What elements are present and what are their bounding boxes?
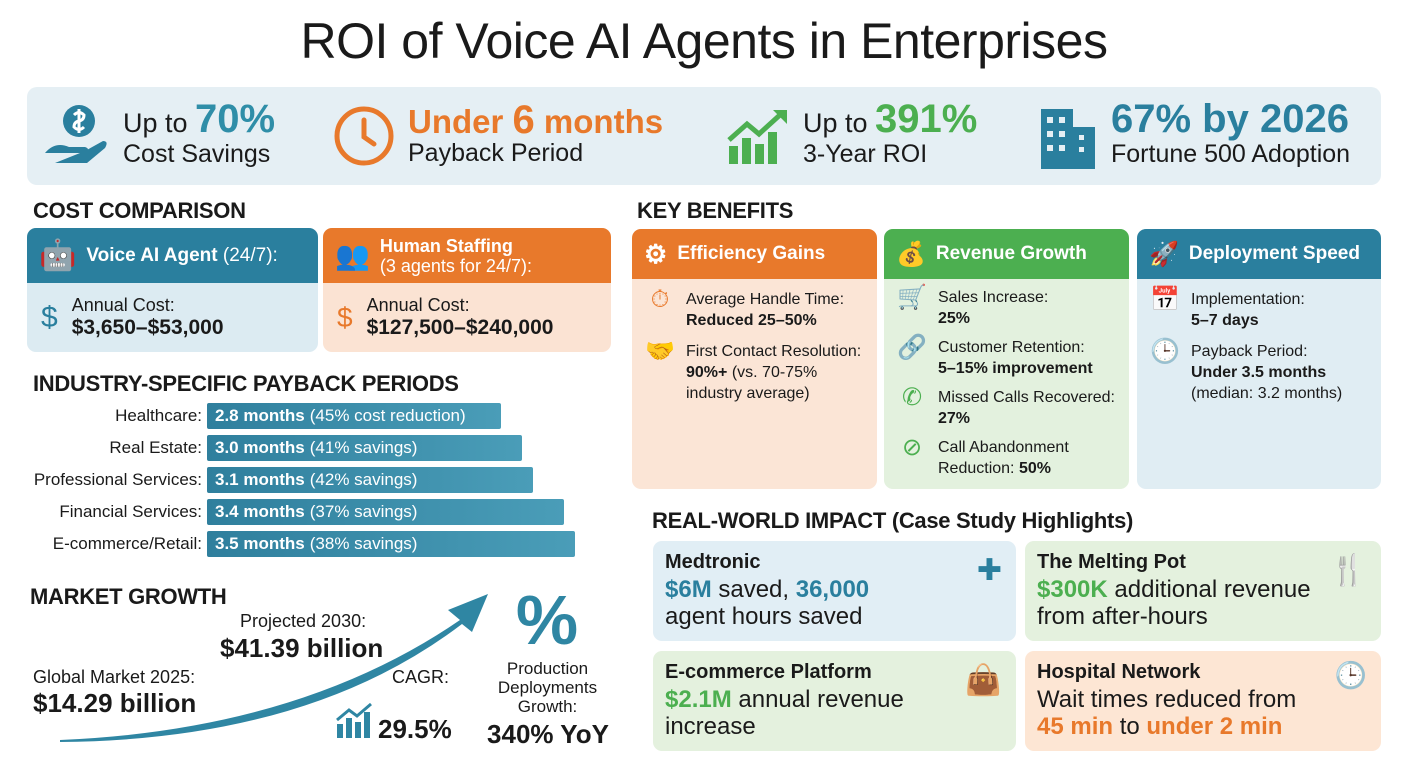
payback-bar: 3.4 months (37% savings) [207, 499, 564, 525]
deployment-speed-card: 🚀 Deployment Speed 📅 Implementation: 5–7 da… [1137, 229, 1381, 489]
fork-knife-icon: 🍴 [1329, 554, 1367, 587]
gears-icon: ⚙ [644, 238, 668, 269]
link-icon: 🔗 [897, 334, 927, 361]
industry-label: E-commerce/Retail: [52, 534, 202, 553]
industry-label: Healthcare: [115, 406, 202, 425]
payback-heading: INDUSTRY-SPECIFIC PAYBACK PERIODS [33, 371, 459, 396]
cart-icon: 🛒 [897, 284, 927, 311]
clock-icon [334, 106, 394, 166]
rocket-icon: 🚀 [1149, 240, 1179, 268]
stat-roi: Up to 391% 3-Year ROI [725, 87, 977, 185]
payback-row: Financial Services: 3.4 months (37% saving… [0, 499, 564, 525]
market-growth-heading: MARKET GROWTH [30, 584, 227, 609]
cost-comparison-heading: COST COMPARISON [33, 198, 246, 223]
case-hospital: Hospital Network Wait times reduced from… [1025, 651, 1381, 751]
industry-label: Financial Services: [59, 502, 202, 521]
handshake-icon: 🤝 [645, 338, 675, 365]
stat-payback: Under 6 months Payback Period [332, 87, 663, 185]
revenue-growth-card: 💰 Revenue Growth 🛒 Sales Increase: 25% 🔗 Cus… [884, 229, 1129, 489]
hand-dollar-icon: $ [41, 300, 58, 334]
people-icon: 👥 [335, 239, 370, 271]
calendar-icon: 📅 [1150, 286, 1180, 313]
percent-icon: % [515, 581, 579, 659]
impact-heading: REAL-WORLD IMPACT (Case Study Highlights… [652, 508, 1134, 533]
robot-icon: 🤖 [39, 239, 77, 272]
stat-adoption: 67% by 2026 Fortune 500 Adoption [1037, 87, 1350, 185]
payback-bar: 3.5 months (38% savings) [207, 531, 575, 557]
page-title: ROI of Voice AI Agents in Enterprises [300, 13, 1108, 69]
stat-cost-savings: Up to 70% Cost Savings [41, 87, 275, 185]
medical-kit-icon: ✚ [976, 554, 1002, 587]
case-ecommerce: E-commerce Platform $2.1M annual revenue… [653, 651, 1016, 751]
payback-bar: 2.8 months (45% cost reduction) [207, 403, 501, 429]
stopwatch-icon: ⏱ [650, 286, 670, 313]
hand-dollar-icon [45, 105, 107, 163]
clock-icon: 🕒 [1150, 338, 1180, 365]
growth-chart-icon [727, 110, 787, 164]
payback-row: E-commerce/Retail: 3.5 months (38% savings… [0, 531, 575, 557]
human-staffing-cost-card: 👥 Human Staffing (3 agents for 24/7): $ Ann… [323, 228, 611, 352]
clock-icon: 🕒 [1334, 660, 1367, 690]
efficiency-gains-card: ⚙ Efficiency Gains ⏱ Average Handle Time: R… [632, 229, 877, 489]
payback-bar: 3.1 months (42% savings) [207, 467, 533, 493]
voice-ai-cost-card: 🤖 Voice AI Agent (24/7): $ Annual Cost: $3,… [27, 228, 318, 352]
growth-arrow-icon [60, 594, 488, 742]
payback-bar: 3.0 months (41% savings) [207, 435, 522, 461]
phone-icon: ✆ [901, 384, 923, 411]
cagr-chart-icon [336, 702, 372, 738]
case-medtronic: Medtronic $6M saved, 36,000 agent hours … [653, 541, 1016, 641]
building-icon [1041, 109, 1095, 169]
coins-growth-icon: 💰 [896, 240, 926, 268]
industry-label: Real Estate: [109, 438, 202, 457]
people-dollar-icon: $ [337, 301, 353, 333]
case-melting-pot: The Melting Pot $300K additional revenue… [1025, 541, 1381, 641]
key-benefits-heading: KEY BENEFITS [637, 198, 794, 223]
industry-label: Professional Services: [33, 470, 202, 489]
stats-banner: Up to 70% Cost Savings Under 6 months Payb… [27, 87, 1381, 185]
payback-row: Healthcare: 2.8 months (45% cost reduction… [0, 403, 501, 429]
shopping-bag-icon: 👜 [964, 664, 1002, 697]
payback-row: Professional Services: 3.1 months (42% sav… [0, 467, 533, 493]
no-phone-icon: ⊘ [901, 434, 923, 461]
payback-row: Real Estate: 3.0 months (41% savings) [0, 435, 522, 461]
